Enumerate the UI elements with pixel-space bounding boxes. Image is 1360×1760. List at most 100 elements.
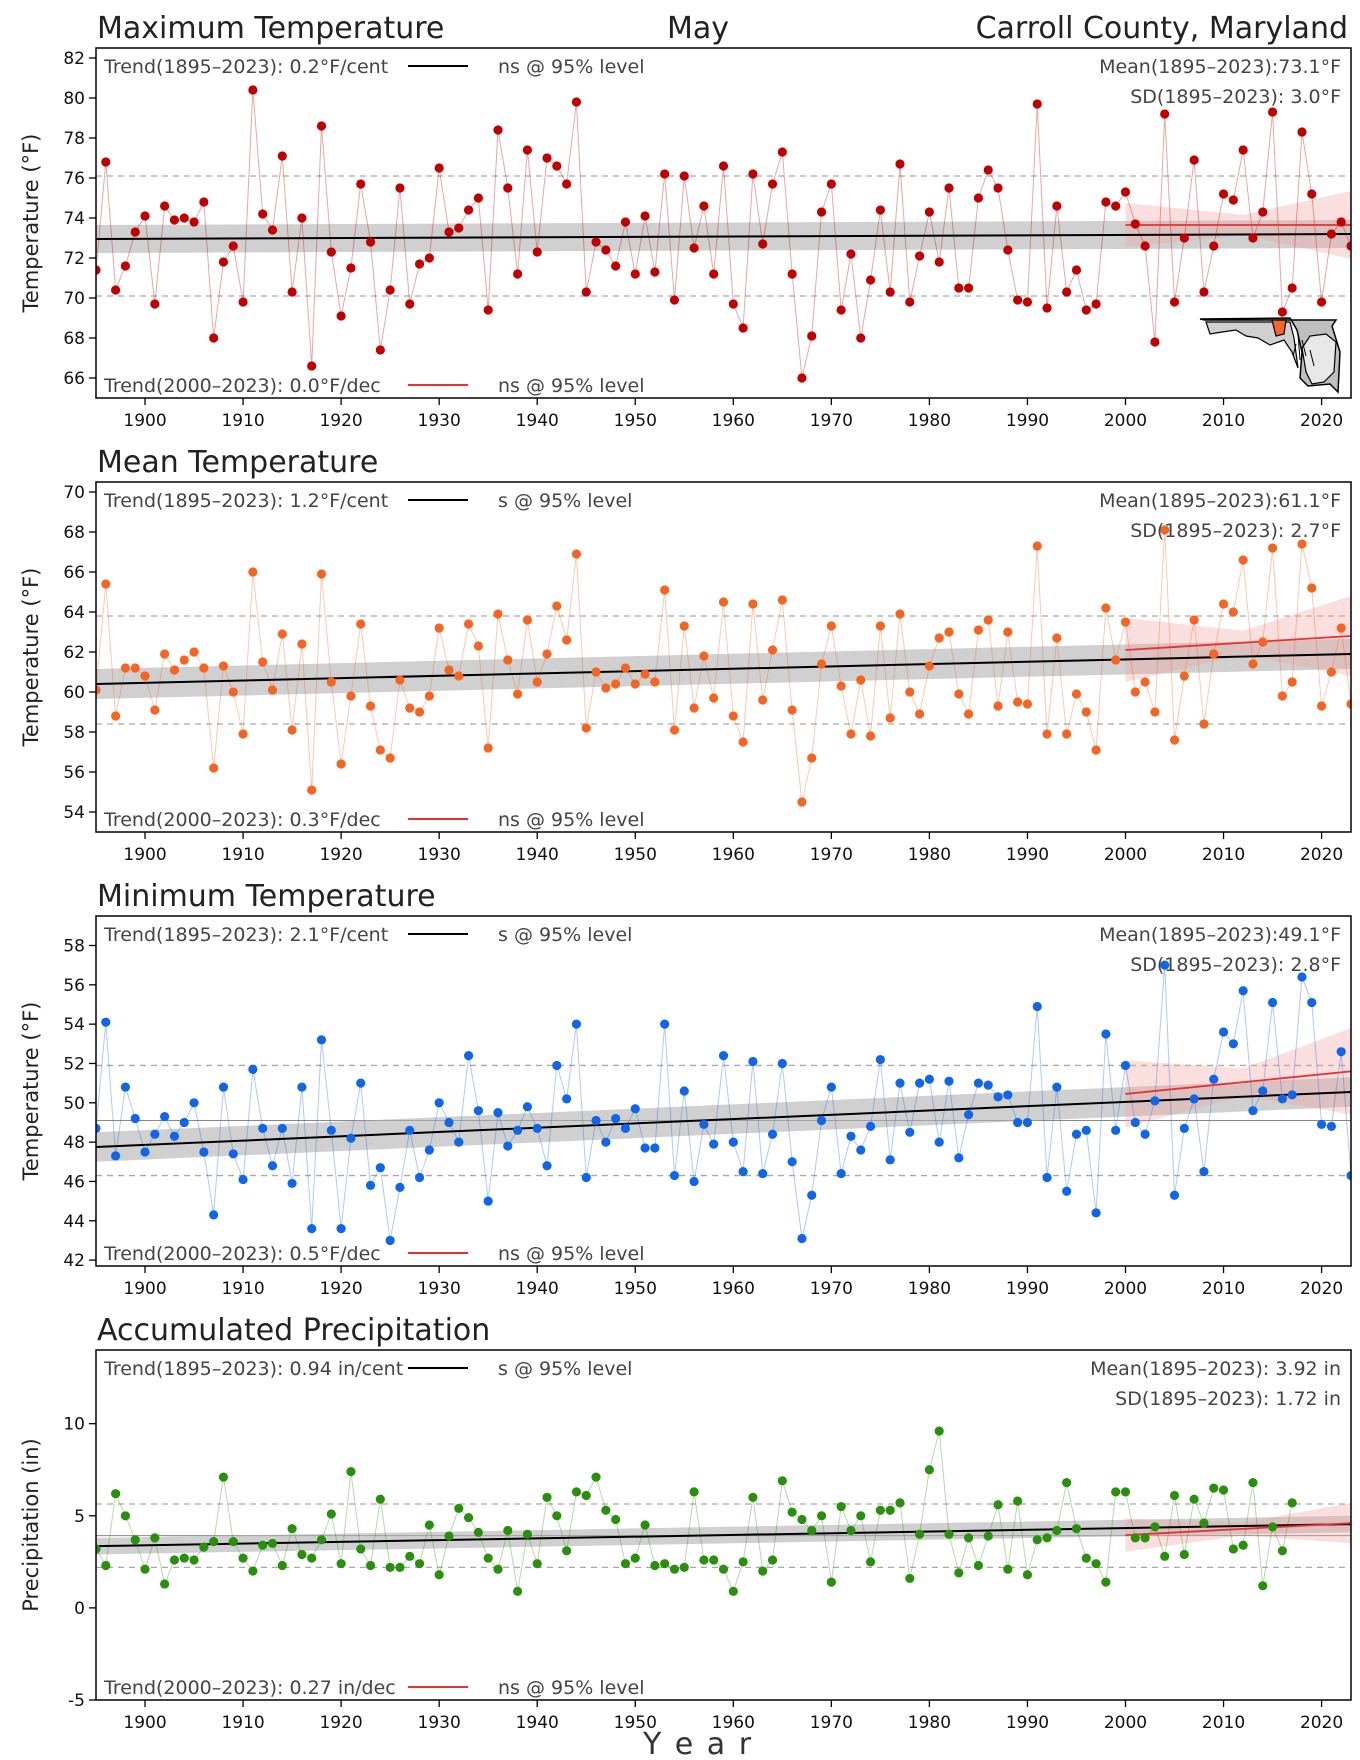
data-point	[434, 1570, 444, 1580]
data-point	[787, 705, 797, 715]
y-axis-label: Temperature (°F)	[19, 134, 43, 314]
data-point	[101, 579, 111, 589]
mean-label: Mean(1895–2023):49.1°F	[1099, 924, 1341, 946]
trend-line-long	[96, 1090, 1351, 1149]
data-point	[385, 285, 395, 295]
data-point	[365, 1180, 376, 1190]
data-point	[777, 1058, 787, 1069]
data-point	[601, 1137, 611, 1147]
data-point	[660, 1559, 670, 1569]
data-point	[542, 649, 552, 659]
data-point	[493, 1108, 503, 1118]
data-point	[1052, 201, 1062, 211]
data-point	[267, 685, 278, 695]
data-point	[905, 1127, 915, 1137]
data-point	[179, 1117, 189, 1128]
data-point	[1042, 729, 1052, 739]
data-point	[709, 269, 719, 279]
y-tick-label: 60	[63, 683, 85, 703]
data-point	[758, 239, 768, 249]
data-point	[297, 639, 307, 649]
data-point	[875, 205, 885, 215]
data-point	[277, 1123, 287, 1133]
data-point	[738, 1167, 748, 1177]
data-point	[1169, 1190, 1180, 1200]
data-point	[150, 1129, 160, 1139]
data-point	[689, 243, 699, 253]
y-tick-label: 5	[74, 1507, 85, 1527]
x-tick-label: 1960	[712, 1279, 755, 1299]
data-point	[493, 609, 503, 619]
trend-band-recent	[1125, 1502, 1351, 1552]
data-point	[228, 1536, 238, 1547]
data-point	[199, 663, 209, 673]
data-point	[630, 679, 640, 689]
data-point	[307, 1224, 317, 1234]
x-tick-label: 1940	[516, 845, 559, 865]
x-tick-label: 1910	[221, 1713, 264, 1733]
data-point	[199, 1542, 209, 1552]
y-tick-label: 58	[63, 936, 85, 956]
data-point	[1326, 1121, 1336, 1131]
data-point	[307, 785, 317, 795]
sd-label: SD(1895–2023): 2.8°F	[1130, 954, 1341, 976]
trend-recent-significance: ns @ 95% level	[498, 809, 644, 831]
data-point	[96, 685, 101, 695]
data-point	[679, 171, 689, 181]
x-tick-label: 2020	[1300, 411, 1343, 431]
data-point	[1091, 1208, 1101, 1218]
data-point	[1091, 299, 1101, 309]
mean-label: Mean(1895–2023):73.1°F	[1099, 56, 1341, 78]
data-point	[463, 205, 474, 215]
data-point	[964, 709, 974, 719]
data-point	[954, 689, 964, 699]
data-point	[532, 677, 542, 687]
data-point	[542, 1161, 552, 1171]
y-tick-label: 74	[63, 209, 85, 229]
data-point	[267, 225, 278, 235]
data-point	[914, 251, 925, 261]
data-point	[1307, 583, 1317, 593]
data-point	[532, 1123, 542, 1133]
data-point	[1218, 599, 1229, 609]
data-point	[277, 1560, 287, 1571]
x-tick-label: 1900	[123, 1713, 166, 1733]
sd-label: SD(1895–2023): 2.7°F	[1130, 520, 1341, 542]
trend-long-significance: s @ 95% level	[498, 1358, 632, 1380]
panel-title-max: Maximum Temperature	[97, 11, 444, 46]
data-point	[120, 1082, 131, 1092]
data-point	[267, 1161, 278, 1171]
data-point	[1297, 539, 1307, 549]
data-point	[287, 1178, 297, 1189]
data-point	[1258, 1086, 1268, 1096]
data-point	[1081, 1553, 1091, 1563]
data-point	[1307, 189, 1317, 199]
data-point	[1267, 543, 1278, 553]
data-point	[767, 179, 778, 189]
x-tick-label: 1980	[908, 1713, 951, 1733]
data-point	[699, 651, 709, 661]
data-point	[738, 1557, 748, 1567]
data-point	[209, 1536, 219, 1547]
data-point	[542, 153, 552, 163]
data-point	[787, 1507, 797, 1517]
data-point	[660, 169, 670, 179]
data-point	[571, 97, 582, 107]
data-point	[1218, 1027, 1229, 1037]
y-tick-label: 80	[63, 89, 85, 109]
data-point	[1062, 1478, 1072, 1488]
data-point	[914, 1078, 925, 1088]
x-tick-label: 1920	[319, 1713, 362, 1733]
data-point	[1307, 997, 1317, 1008]
data-point	[1140, 241, 1150, 251]
data-point	[1179, 1123, 1189, 1133]
data-point	[483, 1553, 493, 1563]
data-point	[238, 1553, 248, 1563]
data-point	[1189, 1094, 1199, 1104]
data-point	[513, 1586, 523, 1596]
data-point	[581, 1490, 591, 1501]
data-point	[532, 1559, 542, 1569]
data-point	[307, 1553, 317, 1563]
data-point	[1013, 1117, 1023, 1128]
data-point	[1326, 229, 1336, 239]
